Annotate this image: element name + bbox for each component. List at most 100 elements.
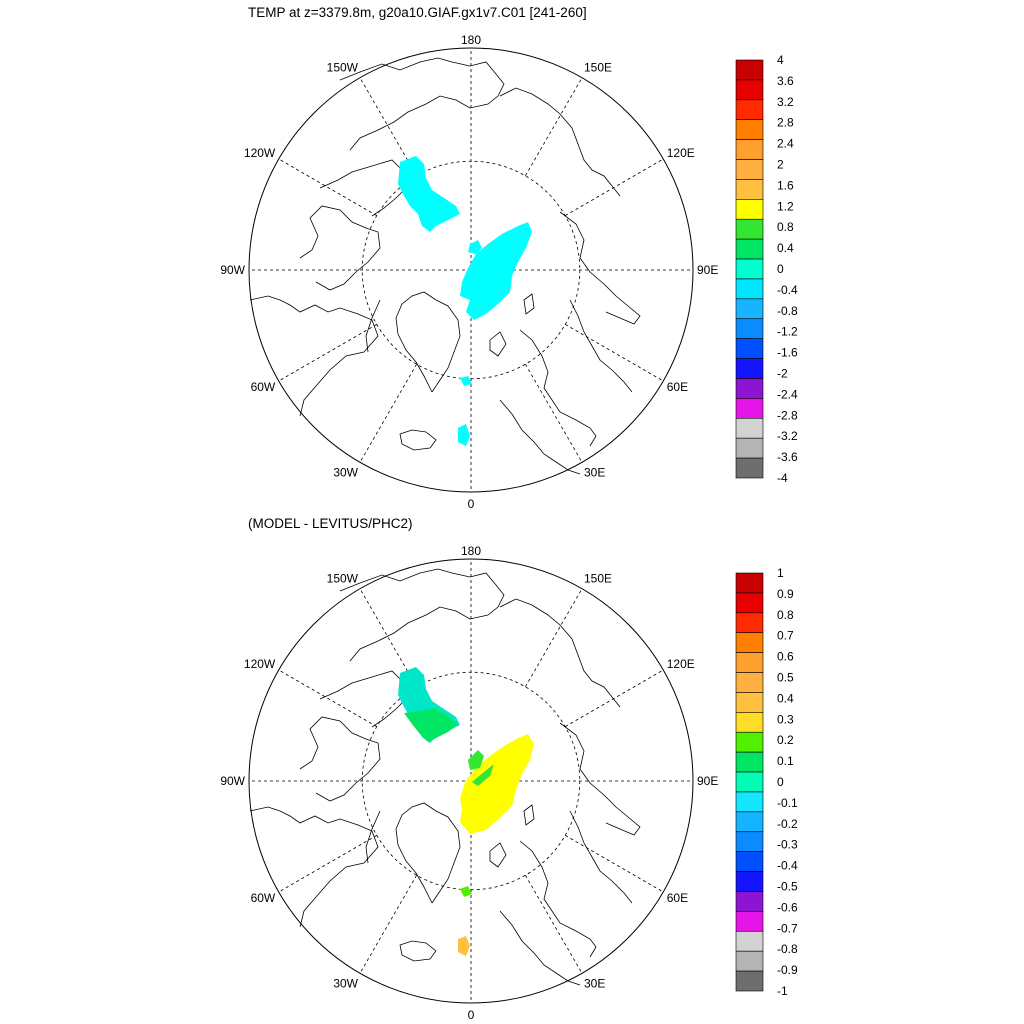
bottom-lomonosov-edge <box>472 764 494 786</box>
colorbar-swatch <box>735 417 764 439</box>
colorbar-label: 0.4 <box>777 241 794 255</box>
colorbar-label: 0.7 <box>777 629 794 643</box>
top-coastlines <box>249 57 641 475</box>
top-field-fill <box>398 156 532 446</box>
colorbar-label: 1.2 <box>777 199 794 213</box>
longitude-label: 60W <box>251 380 276 394</box>
colorbar-swatch <box>735 79 764 101</box>
colorbar-label: 0.5 <box>777 671 794 685</box>
colorbar-swatch <box>735 612 764 634</box>
colorbar-swatch <box>735 238 764 260</box>
meridian-line <box>525 875 583 974</box>
bottom-coastlines <box>249 568 641 986</box>
colorbar-label: 0.9 <box>777 587 794 601</box>
colorbar-label: -2 <box>777 367 788 381</box>
colorbar-label: 1.6 <box>777 178 794 192</box>
top-norwegian-anomaly <box>458 424 470 446</box>
bottom-graticule <box>249 559 693 1003</box>
longitude-label: 90W <box>220 774 245 788</box>
longitude-label: 180 <box>461 33 481 47</box>
colorbar-label: -3.2 <box>777 429 798 443</box>
colorbar-swatch <box>735 891 764 912</box>
meridian-line <box>525 588 583 687</box>
colorbar-swatch <box>735 338 764 359</box>
colorbar-swatch <box>735 179 764 200</box>
colorbar-label: -1.6 <box>777 346 798 360</box>
colorbar-label: -0.8 <box>777 942 798 956</box>
colorbar-label: 0.3 <box>777 712 794 726</box>
colorbar-label: 0.4 <box>777 691 794 705</box>
longitude-label: 150W <box>327 60 359 74</box>
colorbar-label: -0.8 <box>777 304 798 318</box>
colorbar-label: 0 <box>777 262 784 276</box>
bottom-panel-title: (MODEL - LEVITUS/PHC2) <box>248 516 413 531</box>
bottom-beaufort-lower-anomaly <box>404 708 458 742</box>
bottom-lomonosov-anomaly <box>468 750 484 770</box>
top-eurasian-anomaly <box>460 222 532 320</box>
colorbar-swatch <box>735 950 764 972</box>
colorbar-label: 0 <box>777 775 784 789</box>
top-map: 180 150E 120E 90E 60E 30E 0 30W 60W 90W 120W 150W <box>220 33 718 511</box>
meridian-line <box>565 158 664 216</box>
colorbar-swatch <box>735 970 764 992</box>
longitude-label: 60E <box>667 380 688 394</box>
longitude-label: 30E <box>584 466 605 480</box>
colorbar-swatch <box>735 791 764 813</box>
bottom-eurasian-anomaly <box>460 734 534 834</box>
longitude-label: 30E <box>584 977 605 991</box>
bottom-map: 180 150E 120E 90E 60E 30E 0 30W 60W 90W 120W 150W <box>220 544 718 1022</box>
longitude-label: 120W <box>244 146 276 160</box>
colorbar-label: -1 <box>777 984 788 998</box>
colorbar-label: 0.2 <box>777 733 794 747</box>
longitude-label: 90E <box>697 774 718 788</box>
bottom-map-boundary <box>248 558 694 1004</box>
longitude-label: 90E <box>697 263 718 277</box>
colorbar-label: 1 <box>777 566 784 580</box>
longitude-label: 120W <box>244 657 276 671</box>
colorbar-swatch <box>735 771 764 793</box>
colorbar-label: -2.8 <box>777 408 798 422</box>
colorbar-label: -0.3 <box>777 838 798 852</box>
meridian-line <box>278 835 377 893</box>
longitude-label: 150W <box>327 571 359 585</box>
colorbar-label: -0.2 <box>777 817 798 831</box>
longitude-label: 90W <box>220 263 245 277</box>
colorbar-swatch <box>735 911 764 932</box>
top-longitude-labels: 180 150E 120E 90E 60E 30E 0 30W 60W 90W 120W 150W <box>220 33 718 511</box>
bottom-colorbar: 1 0.9 0.8 0.7 0.6 0.5 0.4 0.3 0.2 0.1 0 -0.1 -0.2 -0.… <box>735 566 798 998</box>
longitude-label: 0 <box>468 497 475 511</box>
colorbar-label: -0.4 <box>777 859 798 873</box>
colorbar-swatch <box>735 851 764 872</box>
colorbar-swatch <box>735 751 764 773</box>
colorbar-swatch <box>735 731 764 753</box>
meridian-line <box>278 324 377 382</box>
colorbar-swatch <box>735 592 764 614</box>
bottom-longitude-labels: 180 150E 120E 90E 60E 30E 0 30W 60W 90W 120W 150W <box>220 544 718 1022</box>
meridian-line <box>565 324 664 382</box>
colorbar-swatch <box>735 358 764 379</box>
longitude-label: 120E <box>667 657 695 671</box>
colorbar-swatch <box>735 831 764 852</box>
colorbar-label: 3.2 <box>777 95 794 109</box>
top-map-boundary <box>248 47 694 493</box>
top-colorbar: 4 3.6 3.2 2.8 2.4 2 1.6 1.2 0.8 0.4 0 -0.4 -0.8 -1.2 -… <box>735 53 798 485</box>
colorbar-label: 2.8 <box>777 116 794 130</box>
meridian-line <box>565 669 664 727</box>
colorbar-swatch <box>735 457 764 479</box>
colorbar-swatch <box>735 712 764 733</box>
meridian-line <box>525 364 583 463</box>
colorbar-swatch <box>735 378 764 399</box>
colorbar-label: -1.2 <box>777 325 798 339</box>
longitude-label: 60W <box>251 891 276 905</box>
colorbar-swatch <box>735 278 764 300</box>
colorbar-label: -2.4 <box>777 387 798 401</box>
colorbar-label: -0.7 <box>777 921 798 935</box>
colorbar-label: -0.9 <box>777 963 798 977</box>
meridian-line <box>565 835 664 893</box>
colorbar-label: -4 <box>777 471 788 485</box>
bottom-norwegian-anomaly <box>458 936 470 956</box>
bottom-field-fill <box>398 667 534 956</box>
colorbar-swatch <box>735 318 764 339</box>
longitude-label: 0 <box>468 1008 475 1022</box>
